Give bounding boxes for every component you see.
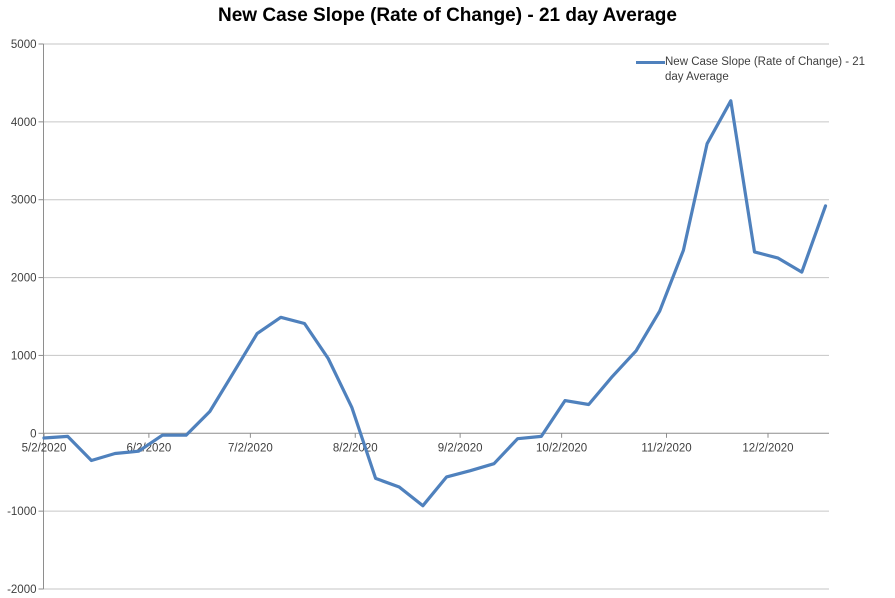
series-line[interactable] [42,99,828,508]
x-tick-label: 5/2/2020 [22,442,67,454]
x-tick-label: 10/2/2020 [536,442,587,454]
y-tick-label: -1000 [7,506,36,518]
y-tick-label: 2000 [11,273,37,285]
x-tick-label: 8/2/2020 [333,442,378,454]
x-tick-label: 9/2/2020 [438,442,483,454]
y-tick-label: 4000 [11,117,37,129]
y-tick-label: -2000 [7,584,36,596]
legend-line-swatch [636,61,665,64]
y-tick-label: 0 [30,428,36,440]
y-tick-label: 5000 [11,39,37,51]
x-tick-label: 11/2/2020 [641,442,691,454]
legend[interactable]: New Case Slope (Rate of Change) - 21 day… [636,55,886,85]
x-tick-label: 12/2/2020 [742,442,793,454]
x-tick-label: 7/2/2020 [228,442,273,454]
y-tick-label: 1000 [11,350,37,362]
chart-title[interactable]: New Case Slope (Rate of Change) - 21 day… [218,5,677,26]
y-tick-label: 3000 [11,195,37,207]
legend-label: New Case Slope (Rate of Change) - 21 day… [665,56,866,83]
